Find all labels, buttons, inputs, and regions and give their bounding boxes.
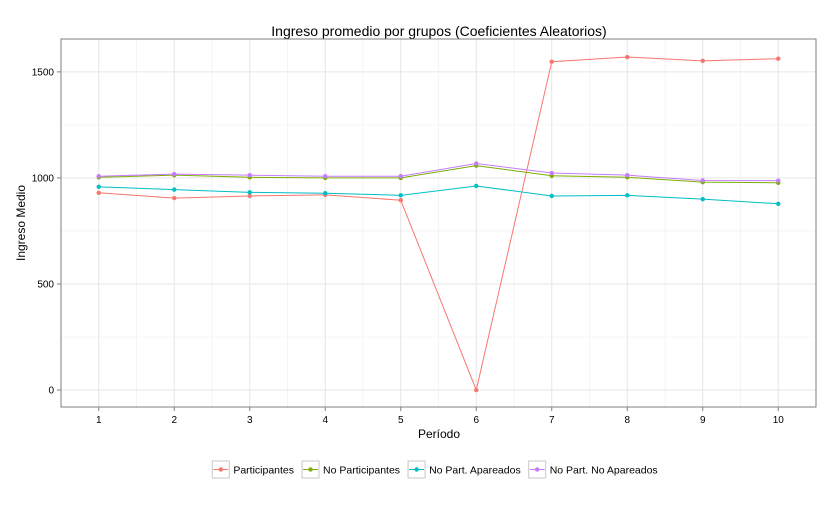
legend-key-point xyxy=(308,467,313,472)
data-point xyxy=(549,59,554,64)
data-point xyxy=(323,190,328,196)
data-point xyxy=(549,193,554,199)
x-tick-label: 10 xyxy=(773,415,785,426)
data-point xyxy=(625,54,630,60)
data-point xyxy=(172,187,177,192)
legend-label: No Part. No Apareados xyxy=(550,464,658,476)
legend-label: No Part. Apareados xyxy=(429,464,521,476)
x-tick-label: 5 xyxy=(398,415,404,426)
series-line xyxy=(98,56,779,392)
data-point xyxy=(398,174,403,179)
y-axis: 0 500 1000 1500 xyxy=(32,67,61,397)
x-axis: 1 2 3 4 5 6 7 8 9 10 xyxy=(96,407,784,426)
y-axis-title: Ingreso Medio xyxy=(14,185,28,261)
data-point xyxy=(96,190,101,195)
data-point xyxy=(247,172,252,178)
x-tick-label: 4 xyxy=(322,415,328,426)
x-tick-label: 8 xyxy=(624,415,630,426)
series-line xyxy=(98,165,779,184)
data-point xyxy=(549,170,554,176)
data-point xyxy=(776,201,781,207)
data-point xyxy=(247,190,252,195)
x-tick-label: 3 xyxy=(247,415,253,426)
data-point xyxy=(776,178,781,183)
data-point xyxy=(398,193,403,198)
data-point xyxy=(96,174,101,179)
series-line xyxy=(98,162,779,182)
legend-key xyxy=(211,460,230,479)
data-point xyxy=(398,197,403,203)
series-line xyxy=(98,185,779,205)
x-tick-label: 1 xyxy=(96,415,102,426)
legend: Participantes No Participantes No Part. Ap… xyxy=(211,460,658,479)
data-point xyxy=(172,171,177,177)
series-layer xyxy=(96,54,781,393)
legend-key-point xyxy=(535,467,540,472)
data-point xyxy=(172,195,177,201)
plot-panel xyxy=(60,38,817,408)
legend-key xyxy=(407,460,426,479)
legend-key-point xyxy=(218,467,224,472)
legend-key-point xyxy=(414,467,419,472)
legend-key xyxy=(528,460,547,479)
data-point xyxy=(700,196,705,202)
data-point xyxy=(474,183,479,189)
data-point xyxy=(625,193,630,198)
data-point xyxy=(625,172,630,178)
x-tick-label: 6 xyxy=(473,415,479,426)
x-tick-label: 2 xyxy=(171,415,177,426)
data-point xyxy=(700,178,705,183)
y-tick-label: 1500 xyxy=(32,67,55,78)
legend-key xyxy=(301,460,320,479)
y-tick-label: 0 xyxy=(48,386,54,397)
x-axis-title: Período xyxy=(418,427,460,441)
y-tick-label: 1000 xyxy=(32,173,55,184)
data-point xyxy=(474,387,479,393)
data-point xyxy=(96,184,101,190)
data-point xyxy=(700,58,705,64)
series-1 xyxy=(96,54,781,393)
legend-label: Participantes xyxy=(233,464,294,476)
data-point xyxy=(247,193,252,199)
data-point xyxy=(474,161,479,166)
series-4 xyxy=(96,161,781,183)
legend-label: No Participantes xyxy=(323,464,400,476)
series-3 xyxy=(96,183,781,207)
data-point xyxy=(776,56,781,61)
data-point xyxy=(323,174,328,179)
x-tick-label: 9 xyxy=(700,415,706,426)
grid xyxy=(61,39,816,407)
chart-title: Ingreso promedio por grupos (Coeficiente… xyxy=(271,23,606,39)
y-tick-label: 500 xyxy=(37,279,54,290)
x-tick-label: 7 xyxy=(549,415,555,426)
